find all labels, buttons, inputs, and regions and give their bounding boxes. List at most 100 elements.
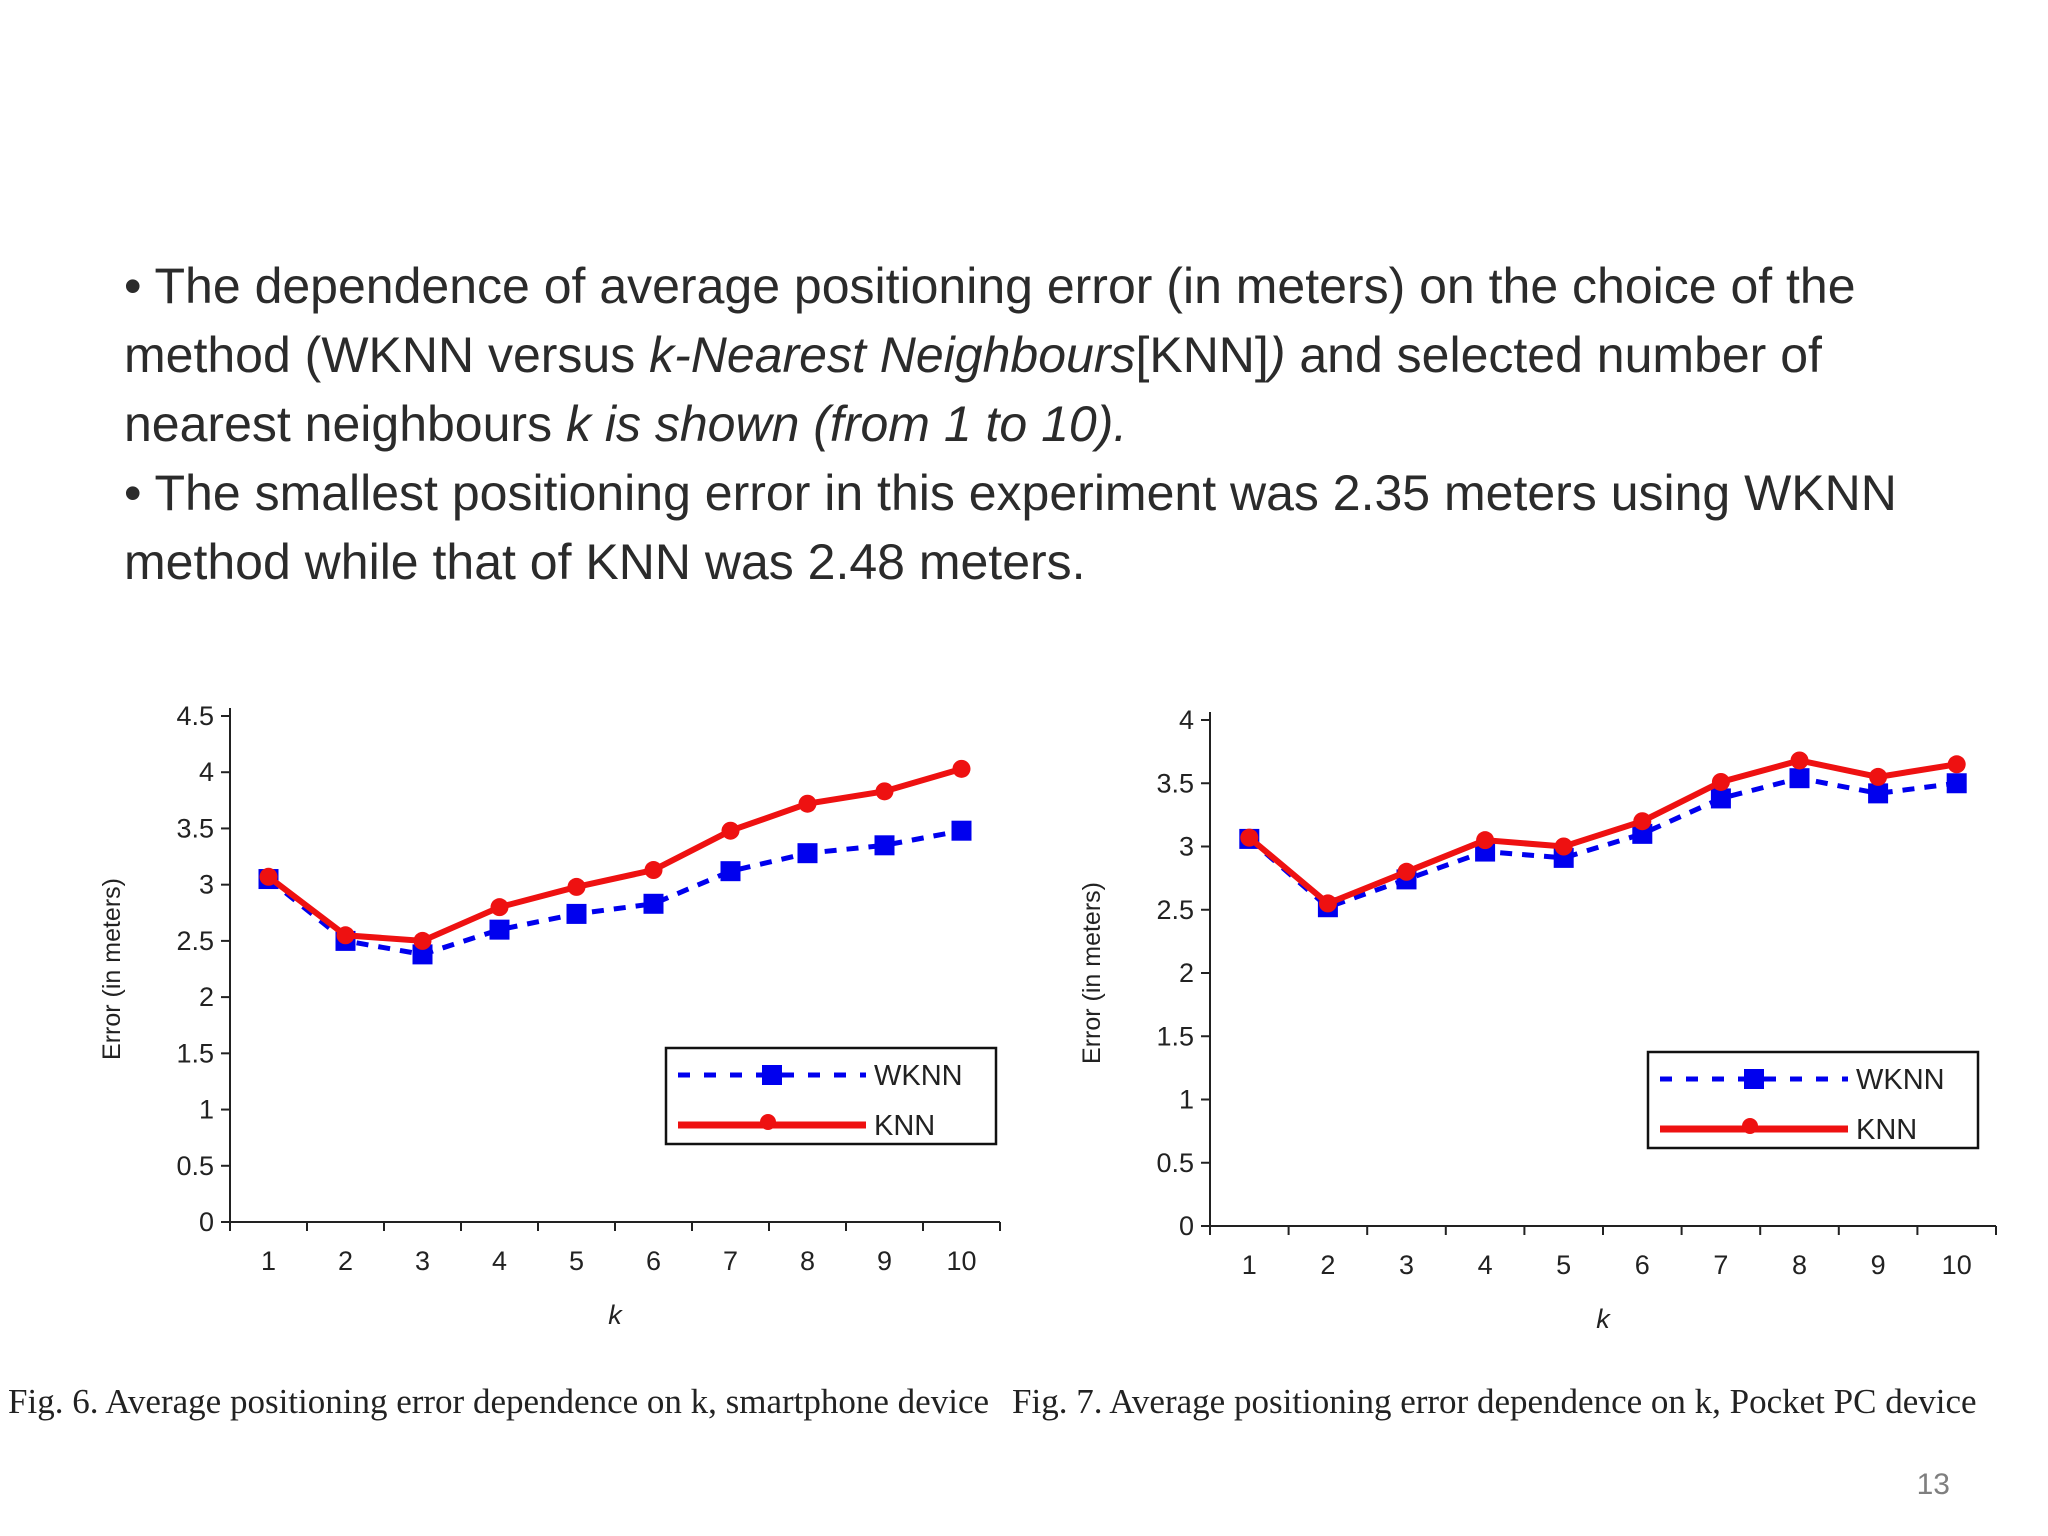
x-tick-label: 9 bbox=[1871, 1250, 1886, 1280]
legend-marker-knn bbox=[760, 1114, 776, 1130]
data-point-knn bbox=[1476, 831, 1495, 850]
legend-label-knn: KNN bbox=[1856, 1114, 1917, 1146]
data-point-knn bbox=[1318, 894, 1337, 913]
x-tick-label: 10 bbox=[946, 1246, 976, 1276]
bullet-text: The smallest positioning error in this e… bbox=[124, 465, 1897, 590]
y-axis-label: Error (in meters) bbox=[1078, 882, 1106, 1064]
data-point-knn bbox=[1397, 862, 1416, 881]
legend-label-wknn: WKNN bbox=[874, 1060, 963, 1092]
bullet-text: The dependence of average positioning er… bbox=[124, 258, 1856, 383]
series-line-knn bbox=[266, 765, 963, 944]
x-axis-label: k bbox=[1596, 1304, 1611, 1334]
legend-marker-wknn bbox=[762, 1065, 782, 1085]
x-tick-label: 5 bbox=[1556, 1250, 1571, 1280]
data-point-wknn bbox=[489, 919, 510, 940]
data-point-wknn bbox=[1710, 788, 1731, 809]
data-point-knn bbox=[259, 867, 278, 886]
x-tick-label: 6 bbox=[1635, 1250, 1650, 1280]
data-point-wknn bbox=[720, 861, 741, 882]
legend: WKNN KNN bbox=[664, 1046, 998, 1146]
x-tick-label: 2 bbox=[1320, 1250, 1335, 1280]
data-point-knn bbox=[1554, 837, 1573, 856]
x-tick-label: 9 bbox=[877, 1246, 892, 1276]
y-tick-label: 0 bbox=[199, 1207, 214, 1237]
legend: WKNN KNN bbox=[1646, 1050, 1980, 1150]
bullet-marker: • bbox=[124, 258, 142, 314]
data-point-wknn bbox=[1868, 783, 1889, 804]
legend-marker-wknn bbox=[1744, 1069, 1764, 1089]
y-axis-label: Error (in meters) bbox=[98, 878, 126, 1060]
bullet-text-italic: k is shown (from 1 to 10). bbox=[565, 396, 1128, 452]
data-point-wknn bbox=[643, 893, 664, 914]
data-point-knn bbox=[1947, 755, 1966, 774]
legend-label-wknn: WKNN bbox=[1856, 1064, 1945, 1096]
x-tick-label: 8 bbox=[800, 1246, 815, 1276]
y-tick-label: 1.5 bbox=[1156, 1021, 1194, 1051]
data-point-wknn bbox=[874, 835, 895, 856]
x-tick-label: 7 bbox=[723, 1246, 738, 1276]
y-tick-label: 2.5 bbox=[1156, 895, 1194, 925]
data-point-knn bbox=[1869, 767, 1888, 786]
y-tick-label: 0 bbox=[1179, 1211, 1194, 1241]
data-point-knn bbox=[1790, 751, 1809, 770]
chart-pocket-pc: 0 0.5 1 1.5 2 2.5 3 3.5 4 1 2 3 4 5 6 7 8 9 10 k Error (in m… bbox=[1078, 705, 1997, 1334]
data-point-knn bbox=[1711, 772, 1730, 791]
bullet-text-italic: ) bbox=[1268, 327, 1286, 383]
legend-marker-knn bbox=[1742, 1118, 1758, 1134]
y-tick-label: 3 bbox=[199, 870, 214, 900]
x-tick-label: 3 bbox=[415, 1246, 430, 1276]
x-tick-label: 10 bbox=[1942, 1250, 1972, 1280]
data-point-wknn bbox=[1946, 773, 1967, 794]
x-axis-label: k bbox=[608, 1300, 623, 1330]
bullet-text-italic: k-Nearest Neighbours bbox=[649, 327, 1136, 383]
y-tick-label: 3.5 bbox=[176, 813, 214, 843]
data-point-wknn bbox=[566, 903, 587, 924]
figure-caption-6: Fig. 6. Average positioning error depend… bbox=[8, 1382, 990, 1421]
y-tick-label: 3 bbox=[1179, 832, 1194, 862]
y-tick-label: 2 bbox=[1179, 958, 1194, 988]
data-point-knn bbox=[952, 759, 971, 778]
x-tick-label: 7 bbox=[1713, 1250, 1728, 1280]
y-tick-label: 0.5 bbox=[176, 1151, 214, 1181]
page-number: 13 bbox=[1916, 1468, 1950, 1501]
data-point-knn bbox=[1633, 812, 1652, 831]
x-tick-label: 5 bbox=[569, 1246, 584, 1276]
data-point-knn bbox=[721, 821, 740, 840]
y-tick-label: 3.5 bbox=[1156, 768, 1194, 798]
data-point-knn bbox=[567, 877, 586, 896]
x-tick-label: 8 bbox=[1792, 1250, 1807, 1280]
x-tick-label: 4 bbox=[492, 1246, 507, 1276]
x-tick-label: 6 bbox=[646, 1246, 661, 1276]
y-tick-label: 4.5 bbox=[176, 701, 214, 731]
y-tick-label: 2.5 bbox=[176, 926, 214, 956]
data-point-knn bbox=[798, 794, 817, 813]
series-line-knn bbox=[1247, 757, 1958, 907]
data-point-knn bbox=[1240, 828, 1259, 847]
figure-caption-7: Fig. 7. Average positioning error depend… bbox=[1012, 1382, 1977, 1421]
data-point-knn bbox=[413, 931, 432, 950]
bullet-text: [KNN] bbox=[1135, 327, 1269, 383]
series-line-wknn bbox=[1247, 775, 1958, 911]
x-tick-label: 4 bbox=[1478, 1250, 1493, 1280]
slide-body: • The dependence of average positioning … bbox=[124, 252, 1984, 597]
bullet-1: • The dependence of average positioning … bbox=[124, 252, 1984, 459]
y-tick-label: 0.5 bbox=[1156, 1148, 1194, 1178]
y-tick-label: 4 bbox=[1179, 705, 1194, 735]
bullet-marker: • bbox=[124, 465, 142, 521]
bullet-2: • The smallest positioning error in this… bbox=[124, 459, 1984, 597]
y-tick-label: 4 bbox=[199, 757, 214, 787]
y-tick-label: 2 bbox=[199, 982, 214, 1012]
data-point-wknn bbox=[1789, 768, 1810, 789]
data-point-wknn bbox=[797, 843, 818, 864]
data-point-knn bbox=[336, 926, 355, 945]
data-point-knn bbox=[490, 898, 509, 917]
data-point-wknn bbox=[951, 820, 972, 841]
x-tick-label: 1 bbox=[1242, 1250, 1257, 1280]
data-point-wknn bbox=[1632, 823, 1653, 844]
data-point-knn bbox=[875, 782, 894, 801]
x-tick-label: 2 bbox=[338, 1246, 353, 1276]
x-tick-label: 1 bbox=[261, 1246, 276, 1276]
y-tick-label: 1 bbox=[1179, 1085, 1194, 1115]
chart-smartphone: 0 0.5 1 1.5 2 2.5 3 3.5 4 4.5 1 2 3 4 5 6 7 8 9 10 k Error (i… bbox=[98, 701, 1001, 1330]
y-tick-label: 1 bbox=[199, 1095, 214, 1125]
